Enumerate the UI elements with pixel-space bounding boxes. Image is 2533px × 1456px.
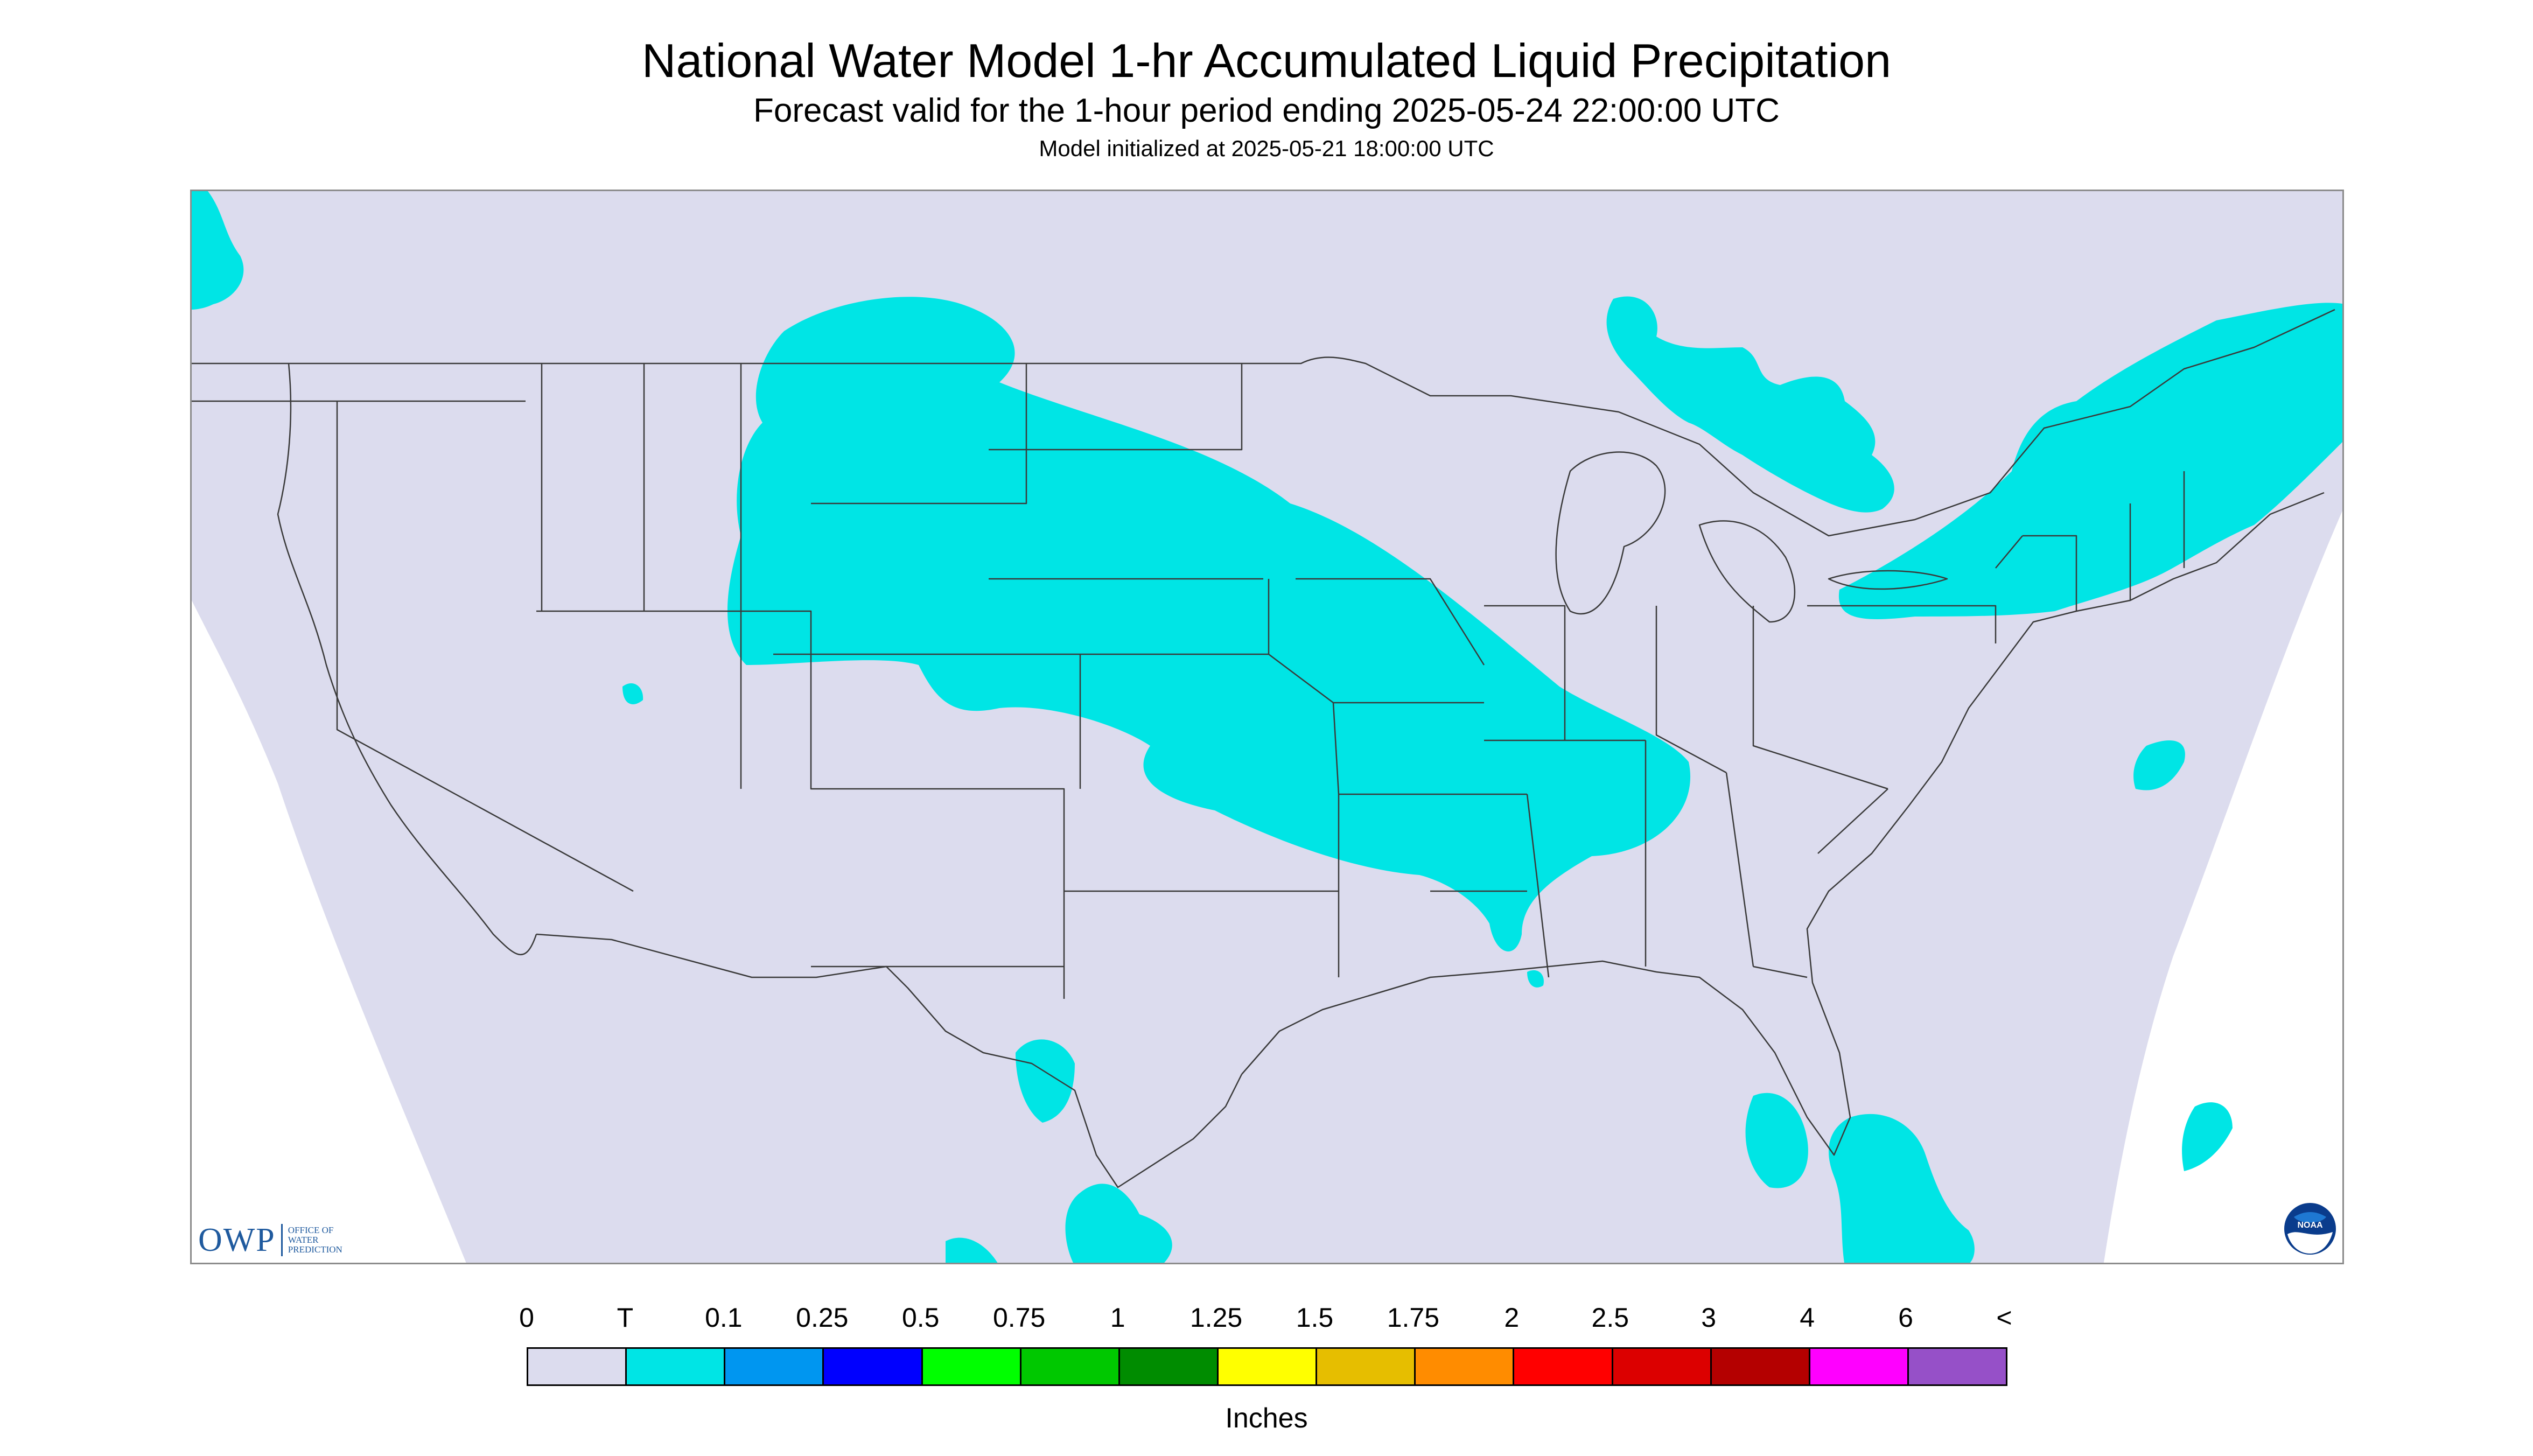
legend-tick-label: 0.75 xyxy=(992,1303,1046,1333)
noaa-logo: NOAA xyxy=(2284,1203,2336,1255)
noaa-logo-sky xyxy=(2294,1212,2326,1223)
legend-units: Inches xyxy=(1225,1403,1308,1434)
legend-swatch xyxy=(1810,1349,1909,1384)
interior-state-lines xyxy=(192,363,2185,999)
legend-tick-label: 4 xyxy=(1800,1303,1815,1333)
precip-pacific-northwest xyxy=(192,191,244,310)
legend-swatch xyxy=(1908,1349,2006,1384)
legend-swatch xyxy=(922,1349,1021,1384)
precip-yucatan xyxy=(946,1237,998,1263)
legend-colorbar xyxy=(527,1347,2007,1386)
legend-swatch xyxy=(1021,1349,1120,1384)
precip-western-mexico xyxy=(1016,1039,1075,1123)
legend-tick-label: 2 xyxy=(1504,1303,1520,1333)
precip-nevada-spot xyxy=(622,683,643,704)
legend-tick-label: 1.25 xyxy=(1189,1303,1243,1333)
legend-tick-label: < xyxy=(1996,1303,2012,1333)
map-canvas xyxy=(192,191,2342,1263)
map-subtitle: Forecast valid for the 1-hour period end… xyxy=(753,92,1780,129)
legend-tick-label: 0 xyxy=(519,1303,534,1333)
noaa-logo-wave xyxy=(2287,1232,2333,1254)
precipitation-areas xyxy=(192,191,2342,1263)
model-init-note: Model initialized at 2025-05-21 18:00:00… xyxy=(1039,136,1494,161)
legend-tick-label: 3 xyxy=(1701,1303,1717,1333)
precip-great-lakes xyxy=(1606,296,1894,513)
pacific-coast xyxy=(277,363,537,956)
legend-labels: 0 T 0.1 0.25 0.5 0.75 1 1.25 1.5 1.75 2 2.5 3 4 6 < xyxy=(519,1302,2016,1340)
precip-alabama-spot xyxy=(1527,970,1544,988)
legend-swatch xyxy=(528,1349,627,1384)
legend-tick-label: 0.25 xyxy=(796,1303,849,1333)
great-lakes-shoreline xyxy=(1555,451,1948,623)
precip-gulf-of-honduras xyxy=(1065,1184,1172,1263)
map-title: National Water Model 1-hr Accumulated Li… xyxy=(641,34,1892,87)
legend-swatch xyxy=(1416,1349,1515,1384)
legend-tick-label: 0.1 xyxy=(705,1303,743,1333)
legend-swatch xyxy=(627,1349,726,1384)
precip-south-florida-cuba xyxy=(1745,1093,1975,1263)
legend-tick-label: 2.5 xyxy=(1591,1303,1629,1333)
legend-tick-label: 1.75 xyxy=(1387,1303,1440,1333)
noaa-logo-text: NOAA xyxy=(2297,1221,2323,1230)
legend-swatch xyxy=(1317,1349,1416,1384)
legend-tick-label: T xyxy=(617,1303,634,1333)
legend-tick-label: 1 xyxy=(1110,1303,1125,1333)
legend-swatch xyxy=(824,1349,923,1384)
legend-swatch xyxy=(725,1349,824,1384)
us-mexico-border xyxy=(536,933,1243,1188)
precip-atlantic-offshore xyxy=(2133,740,2233,1171)
owp-letters: OWP xyxy=(198,1221,276,1258)
legend-swatch xyxy=(1218,1349,1318,1384)
legend-swatch xyxy=(1711,1349,1810,1384)
legend-tick-label: 1.5 xyxy=(1296,1303,1334,1333)
legend-swatch xyxy=(1613,1349,1712,1384)
precipitation-map xyxy=(190,190,2344,1264)
owp-office-name: OFFICE OF WATER PREDICTION xyxy=(288,1225,342,1255)
owp-logo: OWP OFFICE OF WATER PREDICTION xyxy=(198,1221,353,1259)
precip-north-plains-midwest xyxy=(727,297,1691,952)
owp-divider xyxy=(281,1224,283,1256)
precip-northeast xyxy=(1838,303,2342,619)
state-boundaries xyxy=(192,309,2335,1188)
legend-tick-label: 6 xyxy=(1898,1303,1913,1333)
legend-swatch xyxy=(1119,1349,1219,1384)
legend-swatch xyxy=(1514,1349,1613,1384)
legend-tick-label: 0.5 xyxy=(901,1303,940,1333)
us-canada-border xyxy=(192,309,2335,537)
